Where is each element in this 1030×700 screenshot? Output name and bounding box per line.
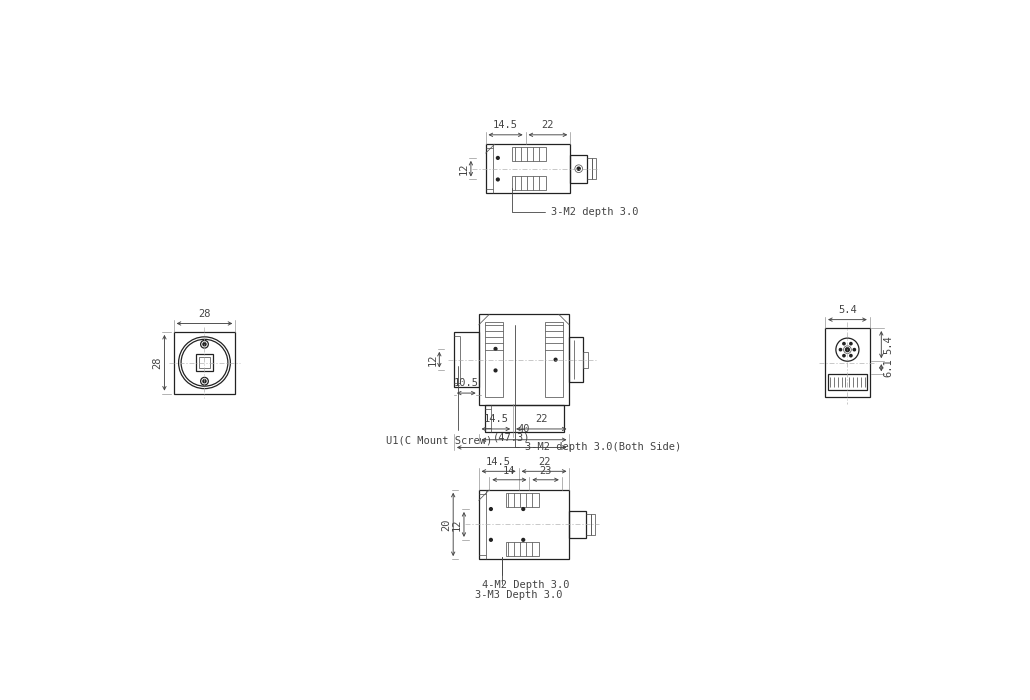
Circle shape (522, 538, 524, 541)
Text: 3-M2 depth 3.0(Both Side): 3-M2 depth 3.0(Both Side) (515, 325, 681, 452)
Circle shape (522, 508, 524, 510)
Bar (513, 176, 546, 190)
Bar (506, 493, 539, 507)
Bar (828, 374, 866, 390)
Text: U1(C Mount Screw): U1(C Mount Screw) (386, 366, 492, 446)
Bar (583, 351, 588, 368)
Bar (513, 147, 546, 161)
Text: 22: 22 (542, 120, 554, 130)
Text: 14.5: 14.5 (493, 120, 518, 130)
Text: 14.5: 14.5 (483, 414, 509, 424)
Text: 12: 12 (427, 354, 438, 366)
Text: 40: 40 (518, 424, 530, 434)
Bar (825, 328, 869, 398)
Circle shape (496, 157, 500, 160)
Circle shape (496, 178, 500, 181)
Text: 10.5: 10.5 (454, 379, 479, 389)
Circle shape (577, 167, 580, 170)
Text: (47.3): (47.3) (493, 432, 530, 442)
Bar (485, 144, 571, 193)
Bar (592, 158, 595, 179)
Bar (479, 314, 570, 405)
Bar (196, 354, 213, 372)
Circle shape (839, 349, 842, 351)
Circle shape (850, 342, 852, 345)
Bar (570, 337, 583, 382)
Text: 3-M2 depth 3.0: 3-M2 depth 3.0 (513, 188, 639, 217)
Text: 22: 22 (535, 414, 548, 424)
Text: 23: 23 (540, 466, 552, 476)
Text: 14: 14 (503, 466, 516, 476)
Circle shape (203, 343, 206, 346)
Circle shape (843, 354, 845, 357)
Text: 4-M2 Depth 3.0: 4-M2 Depth 3.0 (482, 557, 570, 590)
Circle shape (554, 358, 557, 361)
Circle shape (850, 354, 852, 357)
Bar (545, 322, 563, 398)
Bar (199, 357, 210, 368)
Bar (479, 490, 570, 559)
Text: 5.4: 5.4 (884, 335, 893, 354)
Bar (506, 542, 539, 556)
Text: 6.1: 6.1 (884, 358, 893, 377)
Text: 20: 20 (441, 518, 451, 531)
Bar (570, 510, 586, 538)
Text: 14.5: 14.5 (486, 456, 511, 467)
Text: 5.4: 5.4 (838, 305, 857, 315)
Text: 28: 28 (152, 356, 163, 369)
Circle shape (494, 369, 496, 372)
Circle shape (489, 538, 492, 541)
Text: 22: 22 (538, 456, 550, 467)
Text: 3-M3 Depth 3.0: 3-M3 Depth 3.0 (475, 557, 562, 600)
Circle shape (203, 379, 206, 383)
Bar (174, 332, 235, 393)
Bar (484, 405, 563, 432)
Circle shape (846, 348, 850, 351)
Circle shape (853, 349, 856, 351)
Text: 12: 12 (459, 162, 469, 175)
Circle shape (489, 508, 492, 510)
Bar (454, 332, 479, 387)
Bar (485, 322, 504, 398)
Bar (591, 514, 595, 536)
Text: 28: 28 (198, 309, 211, 318)
Text: 12: 12 (452, 518, 462, 531)
Circle shape (843, 342, 845, 345)
Bar (571, 155, 587, 183)
Circle shape (494, 347, 496, 350)
